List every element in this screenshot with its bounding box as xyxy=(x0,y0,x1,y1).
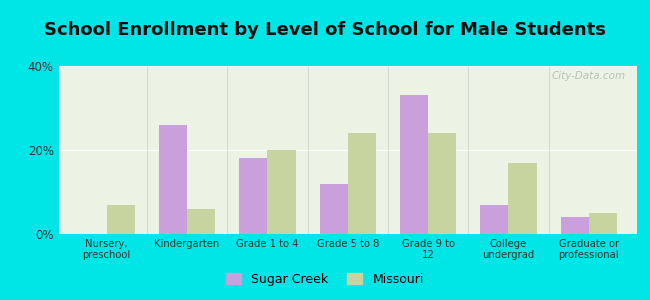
Text: School Enrollment by Level of School for Male Students: School Enrollment by Level of School for… xyxy=(44,21,606,39)
Bar xyxy=(480,205,508,234)
Bar xyxy=(159,125,187,234)
Bar xyxy=(320,184,348,234)
Bar xyxy=(400,95,428,234)
Bar xyxy=(239,158,267,234)
Bar xyxy=(187,209,215,234)
Bar xyxy=(428,133,456,234)
Bar xyxy=(348,133,376,234)
Bar xyxy=(589,213,617,234)
Legend: Sugar Creek, Missouri: Sugar Creek, Missouri xyxy=(222,268,428,291)
Bar xyxy=(508,163,536,234)
Bar xyxy=(561,217,589,234)
Text: City-Data.com: City-Data.com xyxy=(551,71,625,81)
Bar xyxy=(107,205,135,234)
Bar xyxy=(267,150,296,234)
